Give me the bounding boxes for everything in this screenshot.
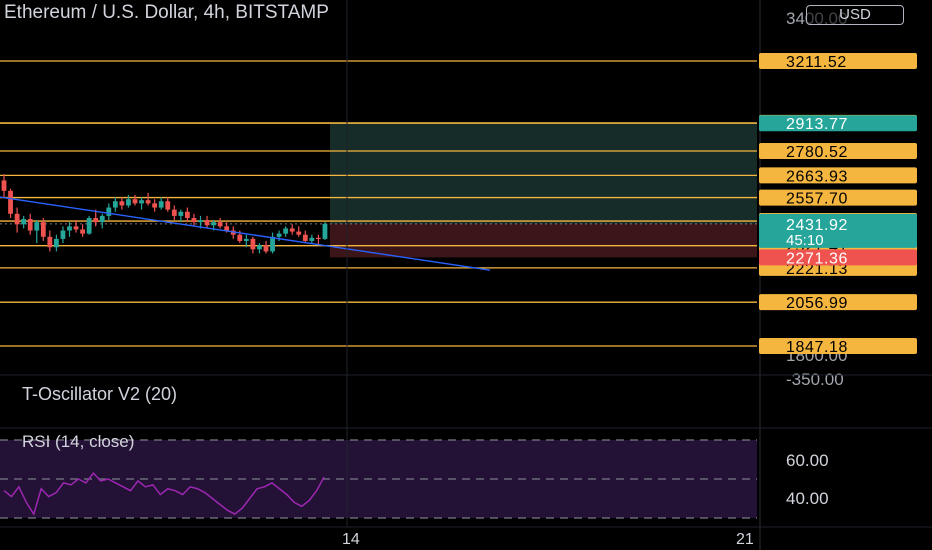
candle-body	[106, 207, 112, 216]
candle-body	[8, 190, 13, 214]
candle-body	[171, 209, 177, 216]
candle-body	[250, 238, 256, 250]
time-axis-label: 14	[342, 531, 360, 548]
candle-body	[217, 222, 223, 227]
level-price-tag-bg	[759, 189, 917, 206]
candle-body	[34, 222, 40, 231]
candle-body	[185, 211, 190, 218]
candle-body	[289, 228, 295, 232]
candle-body	[309, 237, 315, 241]
level-price-tag: 2056.99	[786, 295, 848, 312]
level-price-tag-bg	[759, 338, 917, 354]
candle-body	[73, 226, 79, 230]
candle-body	[322, 223, 328, 239]
candle-body	[191, 217, 197, 223]
candle-body	[243, 238, 249, 241]
candle-body	[204, 220, 210, 226]
candle-body	[139, 200, 144, 204]
level-price-tag: 2780.52	[786, 144, 848, 161]
rsi-scale-label: 40.00	[786, 489, 829, 508]
rsi-title: RSI (14, close)	[22, 432, 135, 451]
chart-title: Ethereum / U.S. Dollar, 4h, BITSTAMP	[4, 2, 329, 23]
candle-body	[152, 203, 158, 208]
trendline	[0, 196, 491, 271]
candle-body	[60, 230, 66, 239]
level-price-tag: 2557.70	[786, 191, 848, 208]
candle-body	[230, 230, 236, 235]
candle-body	[198, 220, 203, 223]
price-axis-label: -350.00	[786, 370, 844, 389]
level-price-tag: 3211.52	[786, 54, 847, 71]
candle-body	[80, 229, 85, 234]
candle-body	[263, 245, 269, 252]
candle-body	[257, 245, 262, 250]
candle-body	[27, 219, 33, 231]
candle-body	[54, 238, 59, 248]
candle-body	[126, 199, 131, 206]
candle-body	[283, 228, 289, 234]
candle-body	[237, 234, 243, 241]
candle-body	[165, 201, 171, 210]
level-price-tag: 1847.18	[786, 339, 848, 356]
stop-loss-tag-bg	[759, 249, 917, 266]
candle-body	[302, 234, 308, 241]
candle-body	[145, 200, 151, 204]
current-price-tag-bg	[759, 213, 917, 248]
rsi-scale-label: 60.00	[786, 451, 829, 470]
time-axis-label: 21	[736, 531, 754, 548]
candle-body	[224, 226, 230, 231]
candle-body	[21, 219, 27, 225]
candle-body	[132, 199, 138, 204]
position-loss-zone	[330, 223, 757, 258]
candle-body	[211, 222, 216, 226]
current-price-tag: 2431.92	[786, 217, 848, 234]
candle-body	[67, 226, 72, 231]
candle-body	[40, 222, 46, 237]
target-price-tag: 2913.77	[786, 116, 848, 133]
candle-body	[99, 215, 105, 223]
candle-body	[112, 201, 118, 208]
target-price-tag-bg	[759, 115, 917, 132]
oscillator-title: T-Oscillator V2 (20)	[22, 384, 178, 404]
candle-body	[14, 213, 20, 225]
candle-body	[86, 217, 92, 234]
candle-body	[296, 231, 302, 235]
level-price-tag-bg	[759, 167, 917, 184]
candle-body	[276, 233, 282, 237]
candle-body	[93, 217, 99, 223]
level-price-tag-bg	[759, 294, 917, 311]
rsi-line	[3, 471, 325, 516]
candle-body	[270, 236, 275, 252]
candle-body	[316, 237, 321, 240]
candle-body	[1, 180, 7, 191]
bar-countdown: 45:10	[786, 232, 824, 249]
candle-body	[47, 236, 53, 248]
stop-loss-tag: 2271.36	[786, 250, 848, 267]
candle-body	[178, 211, 184, 216]
level-price-tag-bg	[759, 143, 917, 160]
level-price-tag-bg	[759, 53, 917, 69]
level-price-tag: 2663.93	[786, 168, 848, 185]
currency-button[interactable]: USD	[806, 5, 904, 25]
position-profit-zone	[330, 123, 757, 224]
candle-body	[119, 201, 125, 206]
candle-body	[158, 201, 164, 208]
